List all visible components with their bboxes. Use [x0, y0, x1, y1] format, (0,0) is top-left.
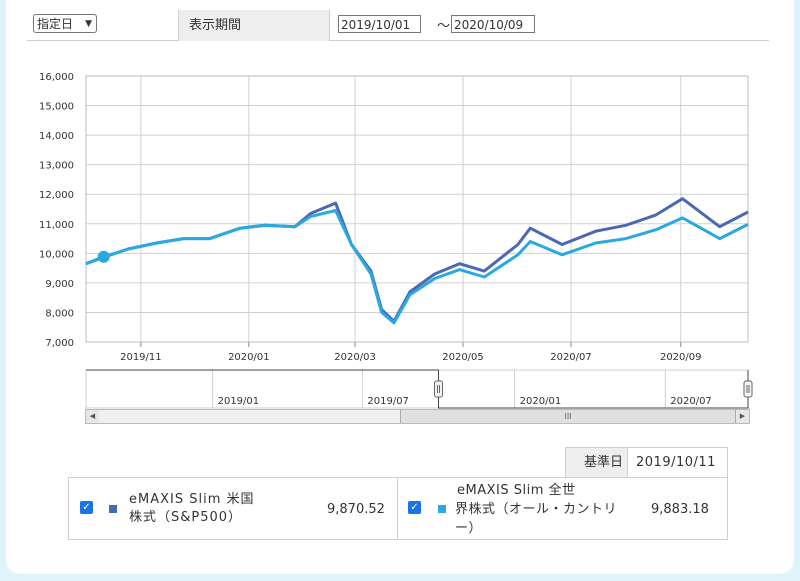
series-1-checkbox[interactable]: ✓ [80, 501, 93, 514]
x-tick-label: 2020/05 [442, 352, 484, 363]
series-1-name: eMAXIS Slim 米国 株式（S&P500） [129, 492, 255, 525]
mode-select[interactable]: 指定日 ▼ [33, 14, 97, 33]
y-tick-label: 8,000 [45, 308, 74, 319]
start-date-input[interactable]: 2019/10/01 [338, 15, 421, 33]
navigator-tick-label: 2020/01 [520, 396, 562, 407]
base-date-label: 基準日 [565, 447, 628, 478]
y-tick-label: 12,000 [39, 190, 74, 201]
series-1-color-swatch [109, 505, 117, 513]
navigator-left-handle [434, 380, 444, 398]
mode-select-value: 指定日 [37, 17, 74, 31]
scroll-thumb[interactable]: III [400, 410, 736, 423]
x-tick-label: 2020/03 [334, 352, 376, 363]
navigator-right-handle [743, 380, 753, 398]
chart-panel [6, 0, 794, 574]
navigator-tick-label: 2019/01 [218, 396, 260, 407]
legend-item: ✓ eMAXIS Slim 全世 界株式（オール・カントリ ー） 9,883.18 [397, 477, 728, 540]
period-toolbar [27, 10, 769, 41]
chevron-down-icon: ▼ [85, 19, 92, 29]
series-2-checkbox[interactable]: ✓ [408, 501, 421, 514]
y-tick-label: 15,000 [39, 102, 74, 113]
y-tick-label: 16,000 [39, 72, 74, 83]
base-date-value: 2019/10/11 [627, 447, 728, 478]
series-2-color-swatch [438, 505, 446, 513]
y-tick-label: 9,000 [45, 279, 74, 290]
y-tick-label: 10,000 [39, 249, 74, 260]
x-tick-label: 2019/11 [120, 352, 162, 363]
series-line-2 [85, 209, 749, 325]
end-date-input[interactable]: 2020/10/09 [451, 15, 535, 33]
y-tick-label: 14,000 [39, 131, 74, 142]
period-label: 表示期間 [178, 10, 330, 41]
plot-area [85, 75, 749, 343]
legend-item: ✓ eMAXIS Slim 米国 株式（S&P500） 9,870.52 [68, 477, 398, 540]
navigator-scrollbar[interactable]: ◀ III ▶ [85, 409, 750, 424]
x-tick-label: 2020/01 [228, 352, 270, 363]
scroll-left-button[interactable]: ◀ [86, 410, 99, 423]
navigator-tick-label: 2020/07 [670, 396, 712, 407]
series-2-value: 9,883.18 [651, 502, 709, 517]
range-navigator[interactable]: 2019/01 2019/07 2020/01 2020/07 [0, 368, 800, 410]
y-tick-label: 13,000 [39, 161, 74, 172]
base-date-marker [97, 250, 110, 263]
x-tick-label: 2020/09 [660, 352, 702, 363]
period-separator: ～ [437, 19, 451, 34]
series-line-1 [85, 197, 749, 323]
y-tick-label: 11,000 [39, 220, 74, 231]
navigator-frame [85, 369, 749, 409]
series-1-value: 9,870.52 [327, 502, 385, 517]
series-2-name: eMAXIS Slim 全世 界株式（オール・カントリ ー） [455, 483, 618, 536]
navigator-tick-label: 2019/07 [367, 396, 409, 407]
price-chart: 7,000 8,000 9,000 10,000 11,000 12,000 13,000 1… [39, 72, 749, 363]
legend-table: 基準日 2019/10/11 ✓ eMAXIS Slim 米国 株式（S&P500… [68, 447, 728, 540]
x-tick-label: 2020/07 [550, 352, 592, 363]
scroll-right-button[interactable]: ▶ [736, 410, 749, 423]
y-tick-label: 7,000 [45, 338, 74, 349]
